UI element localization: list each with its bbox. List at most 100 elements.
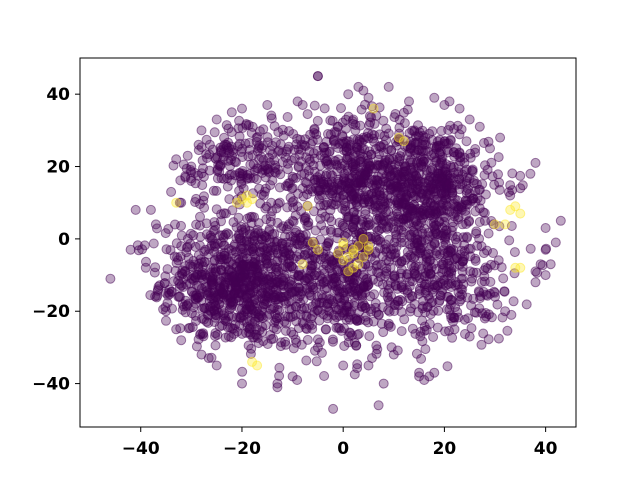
data-point-class-0 [320,324,331,335]
data-point-class-0 [175,251,186,262]
data-point-class-0 [225,297,236,308]
data-point-class-0 [373,267,384,278]
data-point-class-0 [274,182,285,193]
data-point-class-0 [415,331,426,342]
data-point-class-0 [525,243,536,254]
data-point-class-0 [530,277,541,288]
data-point-class-0 [493,169,503,180]
data-point-class-0 [301,311,312,322]
data-point-class-0 [234,167,245,178]
data-point-class-0 [266,110,277,121]
data-point-class-0 [455,151,466,162]
data-point-class-0 [191,193,202,204]
data-point-class-0 [265,180,276,191]
data-point-class-0 [404,178,415,189]
data-point-class-0 [311,297,322,308]
data-point-class-0 [176,335,187,346]
data-point-class-0 [335,163,346,174]
data-point-class-0 [460,329,470,339]
data-point-class-0 [417,315,428,326]
data-point-class-0 [369,289,380,300]
data-point-class-0 [244,245,254,256]
data-point-class-0 [245,348,256,359]
data-point-class-0 [352,359,363,370]
data-point-class-0 [448,217,459,228]
data-point-class-0 [320,211,331,222]
data-point-class-1 [368,103,379,114]
data-point-class-0 [300,229,311,240]
data-point-class-0 [494,184,505,195]
data-point-class-0 [199,314,209,325]
data-point-class-0 [486,259,496,270]
data-point-class-0 [299,213,310,224]
data-point-class-0 [240,272,251,283]
data-point-class-0 [545,259,556,270]
data-point-class-0 [294,283,305,294]
data-point-class-0 [474,233,485,244]
data-point-class-0 [415,157,426,168]
data-point-class-0 [270,294,281,305]
data-point-class-0 [432,203,443,214]
data-point-class-0 [358,132,369,143]
data-point-class-1 [490,219,500,230]
data-point-class-0 [462,233,472,243]
data-point-class-0 [211,114,222,125]
data-point-class-0 [277,241,288,252]
data-point-class-0 [383,81,394,92]
data-point-class-0 [435,158,446,169]
data-point-class-0 [372,159,382,170]
data-point-class-0 [246,343,257,354]
data-point-class-0 [505,180,516,191]
data-point-class-0 [273,127,284,138]
data-point-class-0 [515,183,526,194]
data-point-class-0 [237,143,248,154]
data-point-class-0 [231,233,242,244]
data-point-class-0 [483,228,494,239]
data-point-class-0 [148,238,159,249]
data-point-class-0 [363,317,374,328]
data-point-class-0 [416,226,427,237]
data-point-class-0 [540,270,551,281]
data-point-class-0 [474,217,485,227]
data-point-class-0 [309,124,320,135]
data-point-class-0 [261,232,271,243]
data-point-class-0 [399,162,410,173]
data-point-class-0 [338,360,349,371]
data-point-class-0 [196,289,206,300]
data-point-class-0 [178,159,189,170]
data-point-class-0 [287,371,298,382]
data-point-class-0 [474,203,485,214]
data-point-class-0 [210,300,221,311]
data-point-class-0 [378,139,389,150]
data-point-class-0 [378,327,389,338]
data-point-class-0 [266,197,277,208]
data-point-class-0 [492,299,503,310]
data-point-class-0 [408,167,419,178]
data-point-class-0 [490,291,500,302]
data-point-class-0 [426,218,437,229]
data-point-class-0 [259,295,270,306]
data-point-class-0 [424,256,435,267]
data-point-class-0 [298,191,309,202]
data-point-class-0 [314,184,325,195]
data-point-class-0 [302,109,313,120]
data-point-class-0 [391,233,402,244]
x-tick-label: −40 [122,439,160,459]
data-point-class-0 [236,263,247,274]
data-point-class-0 [363,92,374,103]
data-point-class-0 [214,275,225,286]
data-point-class-0 [150,262,161,273]
data-point-class-0 [444,206,455,217]
data-point-class-0 [211,292,222,303]
data-point-class-0 [222,181,233,192]
data-point-class-0 [376,318,387,329]
data-point-class-0 [166,186,177,197]
data-point-class-0 [228,147,239,158]
data-point-class-0 [161,315,171,326]
data-point-class-0 [409,268,420,279]
data-point-class-0 [521,299,532,310]
data-point-class-0 [280,298,291,309]
data-point-class-0 [328,336,338,347]
data-point-class-0 [201,134,212,145]
data-point-class-1 [247,194,258,205]
